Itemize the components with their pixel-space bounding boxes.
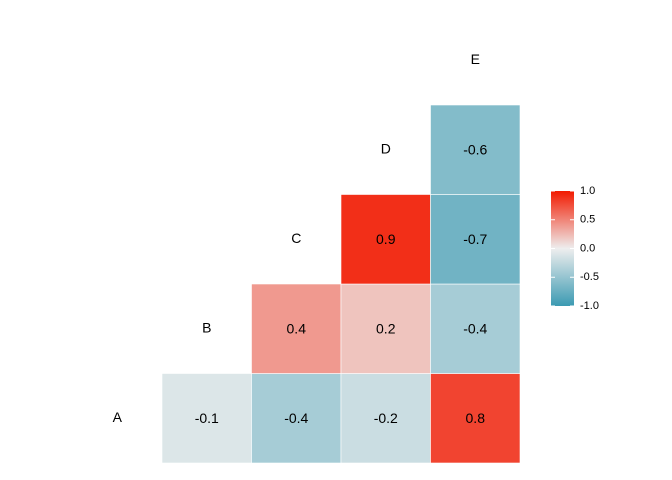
- cell-label: -0.6: [463, 141, 487, 157]
- cell: [430, 194, 521, 285]
- colorbar-tick-label: -1.0: [580, 300, 599, 312]
- variable-label: E: [471, 51, 480, 67]
- cell-label: -0.4: [284, 410, 308, 426]
- cell: [430, 104, 521, 195]
- cell-label: -0.2: [374, 410, 398, 426]
- cell: [430, 373, 521, 464]
- variable-label: D: [381, 140, 391, 156]
- cell: [430, 283, 521, 374]
- cell: [340, 283, 431, 374]
- cell: [161, 373, 252, 464]
- cell-label: -0.7: [463, 231, 487, 247]
- cell: [340, 194, 431, 285]
- colorbar-tick-label: -0.5: [580, 271, 599, 283]
- colorbar-tick-label: 0.5: [580, 214, 595, 226]
- colorbar-tick-label: 0.0: [580, 242, 595, 254]
- cell-label: 0.4: [287, 320, 307, 336]
- cell-label: 0.2: [376, 320, 396, 336]
- variable-label: C: [291, 230, 301, 246]
- cell-label: -0.4: [463, 320, 487, 336]
- cell: [251, 373, 342, 464]
- cell-label: -0.1: [195, 410, 219, 426]
- cell-label: 0.8: [466, 410, 486, 426]
- cell: [251, 283, 342, 374]
- variable-label: B: [202, 319, 211, 335]
- colorbar: [551, 191, 574, 306]
- colorbar-tick-label: 1.0: [580, 185, 595, 197]
- variable-label: A: [113, 409, 123, 425]
- cell-label: 0.9: [376, 231, 396, 247]
